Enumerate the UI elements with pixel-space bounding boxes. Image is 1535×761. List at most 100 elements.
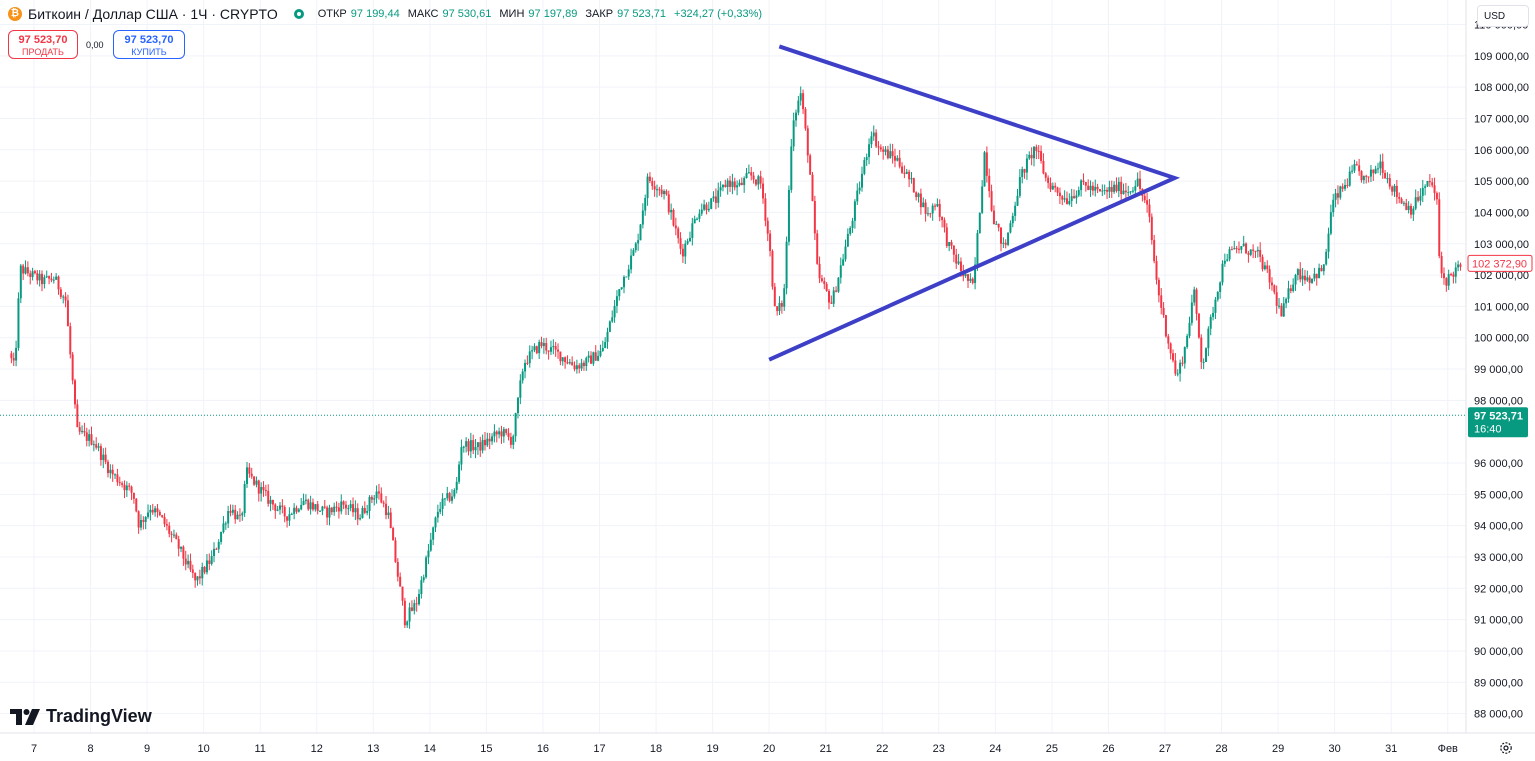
candle-body xyxy=(1065,198,1068,204)
candle-body xyxy=(1369,169,1372,177)
candle-body xyxy=(811,174,814,202)
candle-body xyxy=(1431,182,1434,186)
candle-body xyxy=(1428,181,1431,183)
currency-select[interactable]: USD xyxy=(1477,5,1529,27)
candle-body xyxy=(83,430,86,433)
time-tick-label: 17 xyxy=(593,743,605,755)
candle-body xyxy=(382,502,385,504)
candle-body xyxy=(1306,277,1309,281)
candle-body xyxy=(912,178,915,193)
candle-body xyxy=(1440,255,1443,274)
candle-body xyxy=(1021,169,1024,178)
candle-body xyxy=(248,467,251,474)
candle-body xyxy=(17,298,20,348)
candle-body xyxy=(696,218,699,220)
candle-body xyxy=(901,166,904,173)
candle-body xyxy=(50,278,53,281)
candle-body xyxy=(724,184,727,187)
candle-body xyxy=(1318,267,1321,279)
candle-body xyxy=(290,513,293,515)
time-tick-label: 25 xyxy=(1046,743,1058,755)
candle-body xyxy=(154,508,157,513)
candle-body xyxy=(677,228,680,239)
candle-body xyxy=(135,498,138,512)
high-value: 97 530,61 xyxy=(442,8,492,20)
candle-body xyxy=(571,362,574,366)
candle-body xyxy=(853,201,856,221)
candle-body xyxy=(729,180,732,187)
tradingview-logo[interactable]: TradingView xyxy=(10,706,152,727)
candle-body xyxy=(1261,256,1264,270)
price-axis[interactable]: 88 000,00 89 000,00 90 000,00 91 000,00 92 0… xyxy=(1465,0,1529,733)
triangle-drawing[interactable] xyxy=(768,44,1181,362)
candle-body xyxy=(165,524,168,526)
candle-body xyxy=(611,317,614,322)
candle-body xyxy=(879,147,882,150)
candle-body xyxy=(90,434,93,445)
candle-body xyxy=(1367,176,1370,178)
candle-body xyxy=(253,476,256,485)
candle-body xyxy=(764,198,767,221)
candle-body xyxy=(1240,246,1243,250)
candle-body xyxy=(762,183,765,199)
candle-body xyxy=(606,331,609,342)
candle-body xyxy=(592,352,595,364)
candle-body xyxy=(717,190,720,203)
candle-body xyxy=(1409,205,1412,215)
candle-body xyxy=(672,209,675,226)
sell-button[interactable]: 97 523,70 ПРОДАТЬ xyxy=(8,30,78,59)
candle-body xyxy=(519,380,522,398)
symbol-title[interactable]: Биткоин / Доллар США · 1Ч · CRYPTO xyxy=(28,6,278,22)
candle-body xyxy=(561,357,564,362)
candle-body xyxy=(493,431,496,437)
candle-body xyxy=(1075,195,1078,199)
time-axis[interactable]: 7 8 9 10 11 12 13 14 15 16 17 18 19 20 21 22 23 24 25 26 27 2… xyxy=(0,732,1535,755)
candle-body xyxy=(234,509,237,520)
candle-body xyxy=(443,498,446,500)
candle-body xyxy=(123,484,126,491)
price-tick-label: 88 000,00 xyxy=(1474,709,1523,721)
candle-body xyxy=(10,353,13,359)
candle-body xyxy=(121,483,124,485)
time-tick-label: 9 xyxy=(144,743,150,755)
candle-body xyxy=(203,566,206,573)
settings-gear-icon[interactable] xyxy=(1499,741,1513,755)
candle-body xyxy=(533,346,536,351)
candle-body xyxy=(531,350,534,352)
candle-body xyxy=(1289,288,1292,291)
candle-body xyxy=(721,184,724,188)
candle-body xyxy=(538,342,541,354)
candle-body xyxy=(1002,242,1005,244)
candle-body xyxy=(448,493,451,501)
market-status-icon[interactable] xyxy=(293,9,304,19)
candle-body xyxy=(773,286,776,307)
candle-body xyxy=(102,454,105,460)
candle-body xyxy=(1407,205,1410,211)
candle-body xyxy=(128,485,131,487)
candle-body xyxy=(632,250,635,256)
candle-body xyxy=(267,490,270,504)
candle-body xyxy=(1247,253,1250,255)
candle-body xyxy=(163,516,166,525)
candle-body xyxy=(1164,315,1167,337)
candle-body xyxy=(1150,216,1153,241)
candle-body xyxy=(952,245,955,255)
buy-button[interactable]: 97 523,70 КУПИТЬ xyxy=(113,30,185,59)
candle-body xyxy=(1157,279,1160,296)
candle-body xyxy=(85,432,88,441)
candle-body xyxy=(868,144,871,158)
candle-body xyxy=(26,267,29,274)
candle-body xyxy=(1035,146,1038,152)
candle-body xyxy=(257,480,260,494)
candle-body xyxy=(269,499,272,504)
candle-body xyxy=(64,296,67,301)
candle-body xyxy=(1398,196,1401,199)
candle-body xyxy=(311,502,314,510)
candle-body xyxy=(714,196,717,203)
candle-body xyxy=(380,493,383,503)
candle-body xyxy=(1077,190,1080,196)
candle-body xyxy=(450,496,453,501)
candle-body xyxy=(1190,302,1193,323)
candle-body xyxy=(825,283,828,291)
